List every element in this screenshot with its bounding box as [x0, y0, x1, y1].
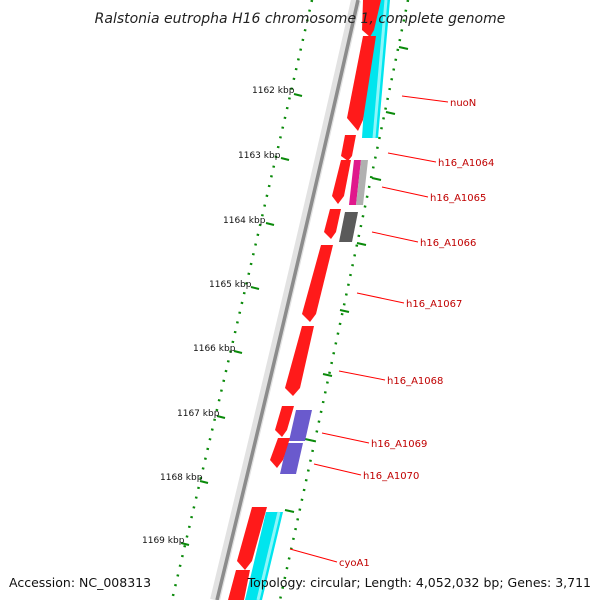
gene-leader-line: [321, 432, 370, 444]
dark-gray-feature: [339, 212, 358, 242]
gene-leader-line: [338, 370, 386, 381]
outer-tick: [398, 46, 409, 50]
gene-label: h16_A1067: [406, 299, 462, 310]
gene-leader-line: [371, 231, 419, 243]
cyan-feature-highlight: [372, 0, 388, 139]
outer-tick: [339, 309, 350, 313]
magenta-feature: [349, 160, 361, 205]
gray-feature: [356, 160, 368, 205]
outer-tick: [304, 438, 315, 442]
scale-label: 1165 kbp: [209, 280, 252, 290]
accession-label: Accession: NC_008313: [9, 575, 151, 590]
inner-tick: [250, 286, 260, 290]
outer-tick-ring: [278, 0, 410, 600]
cds-arrow: [237, 507, 267, 570]
map-title: Ralstonia eutropha H16 chromosome 1, com…: [95, 11, 506, 27]
gene-leader-line: [289, 548, 338, 563]
inner-tick: [199, 480, 209, 484]
cds-arrow: [347, 36, 376, 131]
cds-arrow: [341, 135, 356, 161]
outer-tick: [356, 242, 367, 246]
inner-tick: [293, 93, 303, 97]
scale-label: 1163 kbp: [238, 151, 281, 161]
inner-tick: [180, 542, 190, 546]
inner-tick: [216, 415, 226, 419]
inner-tick: [280, 157, 290, 161]
gene-label: h16_A1069: [371, 439, 427, 450]
cds-arrow: [275, 406, 294, 437]
inner-tick: [265, 222, 275, 226]
scale-label: 1166 kbp: [193, 344, 236, 354]
gene-leader-line: [387, 152, 437, 163]
cds-arrow: [362, 0, 381, 37]
outer-tick: [371, 177, 382, 181]
cds-arrow: [332, 160, 351, 204]
scale-label: 1164 kbp: [223, 216, 266, 226]
gene-label: nuoN: [450, 98, 476, 109]
gene-label: h16_A1070: [363, 471, 419, 482]
gene-label: cyoA1: [339, 558, 370, 569]
backbone-shadow: [210, 0, 361, 600]
inner-ticks: [180, 93, 303, 546]
gene-label: h16_A1064: [438, 158, 494, 169]
outer-tick: [284, 509, 295, 513]
inner-tick: [233, 350, 243, 354]
outer-tick: [322, 373, 333, 377]
cds-arrow: [270, 438, 290, 468]
scale-label: 1162 kbp: [252, 86, 295, 96]
cds-arrow: [324, 209, 341, 239]
gene-leader-line: [356, 292, 405, 304]
gene-leader-line: [401, 95, 449, 103]
backbone: [215, 0, 360, 600]
cds-arrow: [228, 570, 250, 600]
gene-label: h16_A1066: [420, 238, 476, 249]
cds-arrow: [285, 326, 314, 396]
gene-leader-line: [381, 186, 429, 198]
scale-label: 1167 kbp: [177, 409, 220, 419]
scale-label: 1168 kbp: [160, 473, 203, 483]
topology-label: Topology: circular; Length: 4,052,032 bp…: [247, 575, 591, 590]
outer-tick: [385, 111, 396, 115]
purple-feature: [289, 410, 312, 441]
cds-arrow: [302, 245, 333, 322]
gene-label: h16_A1065: [430, 193, 486, 204]
gene-label: h16_A1068: [387, 376, 443, 387]
outer-ticks: [284, 46, 409, 513]
cyan-feature-highlight: [256, 511, 281, 600]
scale-label: 1169 kbp: [142, 536, 185, 546]
gene-leader-line: [313, 463, 362, 476]
